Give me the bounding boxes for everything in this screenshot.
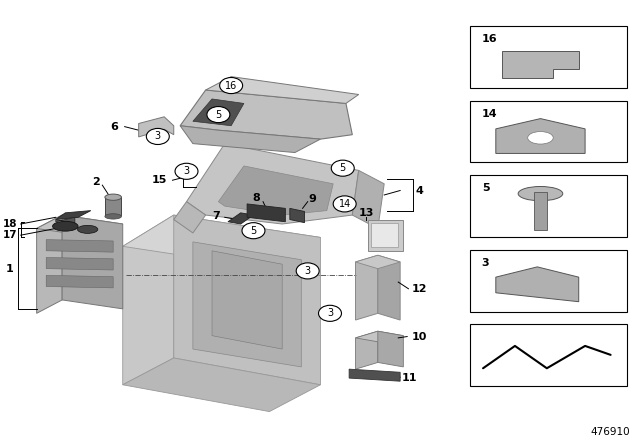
Circle shape	[207, 107, 230, 123]
Polygon shape	[139, 117, 173, 137]
Circle shape	[242, 223, 265, 239]
Polygon shape	[186, 144, 358, 224]
Polygon shape	[290, 208, 305, 223]
Polygon shape	[36, 215, 123, 237]
Bar	[368, 220, 403, 251]
Text: 5: 5	[215, 110, 221, 120]
Bar	[470, 175, 627, 237]
Circle shape	[175, 163, 198, 179]
Text: 476910: 476910	[590, 427, 630, 438]
Text: 12: 12	[412, 284, 427, 294]
Polygon shape	[123, 215, 173, 385]
Polygon shape	[349, 369, 400, 381]
Text: 18: 18	[3, 219, 17, 229]
Polygon shape	[36, 215, 62, 313]
Text: 3: 3	[155, 131, 161, 142]
Bar	[470, 26, 627, 88]
Text: 13: 13	[358, 208, 374, 218]
Text: 3: 3	[482, 258, 490, 268]
Polygon shape	[247, 204, 285, 222]
Ellipse shape	[518, 186, 563, 201]
Text: 14: 14	[339, 199, 351, 209]
Circle shape	[332, 160, 354, 176]
Bar	[470, 324, 627, 386]
Text: 5: 5	[482, 183, 490, 194]
Polygon shape	[355, 255, 400, 269]
Polygon shape	[180, 90, 352, 139]
Polygon shape	[46, 240, 113, 252]
Polygon shape	[355, 331, 403, 342]
Polygon shape	[502, 51, 579, 78]
Polygon shape	[46, 258, 113, 270]
Polygon shape	[496, 119, 585, 153]
Text: 15: 15	[152, 175, 168, 185]
Bar	[470, 250, 627, 311]
Circle shape	[147, 129, 170, 145]
Text: 1: 1	[6, 264, 13, 274]
Text: 3: 3	[184, 166, 189, 177]
Text: 14: 14	[482, 109, 497, 119]
Text: 17: 17	[3, 230, 17, 240]
Polygon shape	[355, 255, 378, 320]
Bar	[105, 197, 122, 215]
Polygon shape	[173, 202, 205, 233]
Ellipse shape	[105, 214, 122, 219]
Polygon shape	[123, 215, 321, 269]
Text: 8: 8	[253, 193, 260, 203]
Polygon shape	[46, 276, 113, 288]
Circle shape	[333, 196, 356, 212]
Circle shape	[319, 305, 342, 321]
Bar	[470, 101, 627, 162]
Text: 10: 10	[412, 332, 427, 341]
Bar	[371, 223, 398, 247]
Polygon shape	[496, 267, 579, 302]
Polygon shape	[228, 213, 253, 224]
Circle shape	[296, 263, 319, 279]
Text: 5: 5	[250, 226, 257, 236]
Polygon shape	[123, 358, 321, 412]
Polygon shape	[56, 211, 91, 220]
Polygon shape	[534, 192, 547, 230]
Text: 3: 3	[327, 308, 333, 319]
Text: 2: 2	[92, 177, 100, 186]
Polygon shape	[173, 215, 321, 385]
Polygon shape	[193, 242, 301, 367]
Polygon shape	[355, 331, 378, 369]
Circle shape	[220, 78, 243, 94]
Polygon shape	[180, 126, 321, 152]
Text: 11: 11	[402, 373, 417, 383]
Ellipse shape	[528, 132, 553, 144]
Polygon shape	[378, 331, 403, 367]
Text: 16: 16	[225, 81, 237, 90]
Ellipse shape	[105, 194, 122, 200]
Polygon shape	[205, 77, 358, 103]
Text: 7: 7	[212, 211, 220, 221]
Text: 16: 16	[482, 34, 497, 44]
Polygon shape	[193, 99, 244, 126]
Text: 9: 9	[308, 194, 316, 204]
Ellipse shape	[52, 221, 78, 231]
Text: 3: 3	[305, 266, 311, 276]
Polygon shape	[62, 215, 123, 309]
Polygon shape	[218, 166, 333, 215]
Polygon shape	[212, 251, 282, 349]
Text: 6: 6	[110, 122, 118, 132]
Text: 5: 5	[340, 163, 346, 173]
Polygon shape	[352, 170, 384, 228]
Text: 4: 4	[415, 185, 423, 195]
Ellipse shape	[77, 225, 98, 233]
Polygon shape	[378, 255, 400, 320]
Polygon shape	[56, 217, 75, 224]
